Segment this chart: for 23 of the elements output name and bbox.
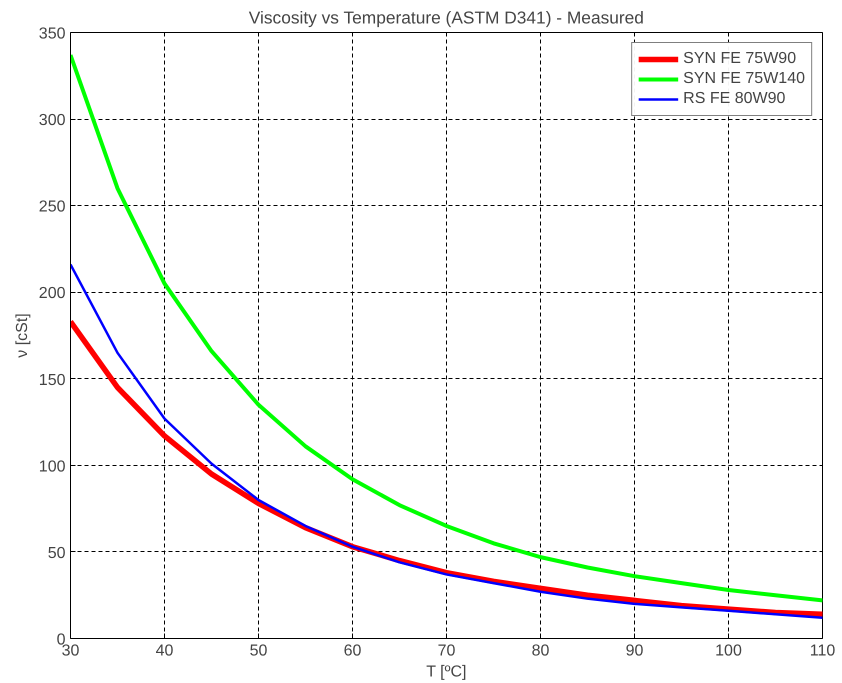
line-series (70, 53, 822, 602)
x-tick-label: 80 (532, 642, 550, 660)
x-tick-label: 70 (438, 642, 456, 660)
y-tick-label: 150 (38, 372, 66, 389)
legend-label: RS FE 80W90 (683, 90, 786, 108)
y-tick-label: 200 (38, 285, 66, 302)
x-axis-title: T [ºC] (426, 664, 466, 680)
x-tick-label: 90 (626, 642, 644, 660)
legend-label: SYN FE 75W90 (683, 50, 796, 68)
x-tick-label: 50 (250, 642, 268, 660)
y-tick-label: 300 (38, 112, 66, 130)
x-tick-label: 100 (715, 642, 742, 660)
legend-label: SYN FE 75W140 (683, 70, 805, 88)
x-tick-label: 60 (344, 642, 362, 660)
y-tick-label: 50 (48, 544, 66, 562)
y-tick-label: 350 (38, 26, 66, 42)
line-series (70, 263, 822, 619)
y-axis-title: ν [cSt] (14, 313, 31, 358)
x-tick-label: 40 (156, 642, 174, 660)
y-tick-label: 250 (38, 198, 66, 216)
y-tick-label: 100 (38, 458, 66, 476)
chart-title: Viscosity vs Temperature (ASTM D341) - Measured (248, 8, 644, 28)
x-tick-label: 110 (810, 642, 836, 660)
